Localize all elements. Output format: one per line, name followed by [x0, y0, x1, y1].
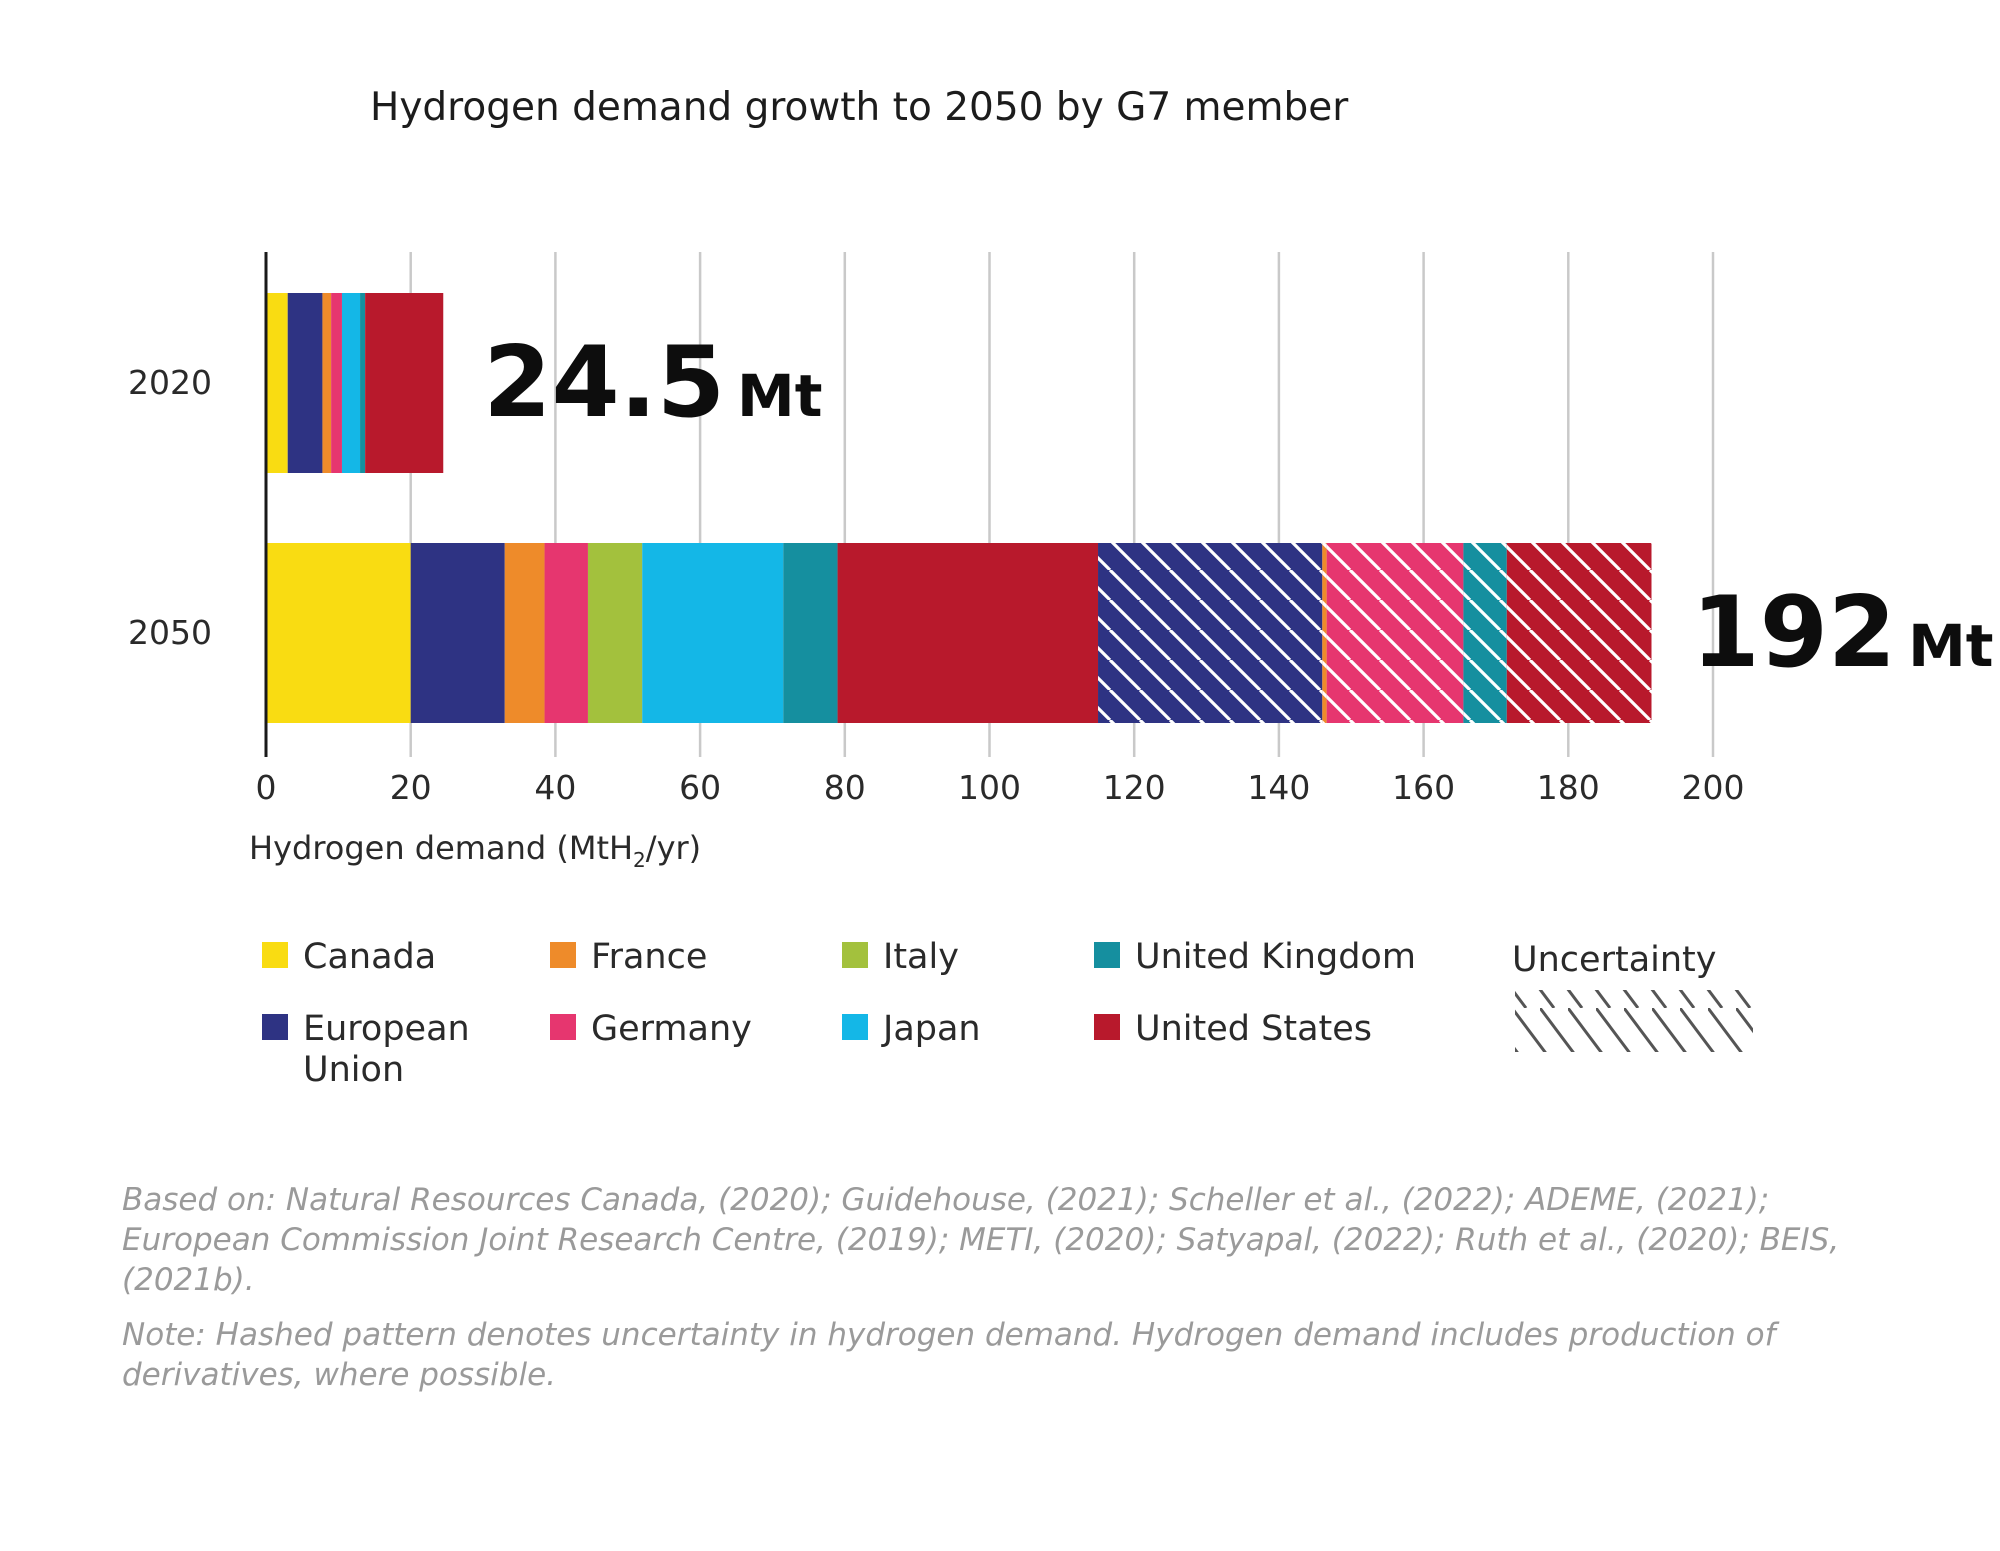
- bar-2020-france: [322, 293, 332, 473]
- bar-hatch-2050-france: [1322, 543, 1327, 723]
- category-label-2020: 2020: [128, 363, 212, 402]
- bars: [266, 293, 1652, 723]
- x-tick-label-80: 80: [824, 768, 866, 807]
- legend-item-canada: Canada: [262, 937, 436, 977]
- legend-label-japan: Japan: [881, 1009, 981, 1049]
- legend-item-germany: Germany: [550, 1009, 752, 1049]
- legend-item-italy: Italy: [842, 937, 959, 977]
- category-label-2050: 2050: [128, 613, 212, 652]
- legend-uncertainty-swatch: [1515, 990, 1753, 1052]
- bar-2020-japan: [341, 293, 361, 473]
- x-tick-label-180: 180: [1537, 768, 1600, 807]
- legend-label-france: France: [591, 937, 707, 977]
- bar-hatch-2050-european-union: [1098, 543, 1323, 723]
- bar-2020-germany: [331, 293, 342, 473]
- total-number-2020: 24.5: [483, 326, 725, 440]
- bar-2050-germany: [544, 543, 588, 723]
- legend-swatch-japan: [842, 1014, 868, 1040]
- legend-label-united-states: United States: [1135, 1009, 1372, 1049]
- total-number-2050: 192: [1692, 576, 1897, 690]
- x-tick-label-60: 60: [679, 768, 721, 807]
- x-tick-label-20: 20: [390, 768, 432, 807]
- bar-hatch-2050-united-states: [1506, 543, 1652, 723]
- legend-label-united-kingdom: United Kingdom: [1135, 937, 1416, 977]
- x-tick-label-0: 0: [256, 768, 277, 807]
- legend-item-united-kingdom: United Kingdom: [1094, 937, 1416, 977]
- bar-2050-france: [504, 543, 545, 723]
- bar-2050-united-states: [837, 543, 1099, 723]
- source-note: Based on: Natural Resources Canada, (202…: [122, 1182, 1840, 1298]
- bar-2050-european-union: [410, 543, 505, 723]
- legend-label-canada: Canada: [303, 937, 436, 977]
- bar-2050-italy: [587, 543, 643, 723]
- x-tick-label-100: 100: [958, 768, 1021, 807]
- legend: Canada France Italy United KingdomEuropeanU…: [262, 937, 1416, 1090]
- legend-item-japan: Japan: [842, 1009, 981, 1049]
- x-axis: 0 20 40 60 80 100 120 140 160 180 200: [256, 252, 1745, 807]
- legend-label-european-union: European: [303, 1009, 470, 1049]
- chart-title: Hydrogen demand growth to 2050 by G7 mem…: [370, 85, 1349, 130]
- hatch-note: Note: Hashed pattern denotes uncertainty…: [122, 1317, 1776, 1393]
- total-label-2020: 24.5 Mt: [483, 326, 822, 440]
- x-axis-title-main: Hydrogen demand (MtH: [249, 829, 633, 867]
- legend-swatch-france: [550, 942, 576, 968]
- total-label-2050: 192 Mt: [1692, 576, 1994, 690]
- total-unit-2020: Mt: [737, 362, 822, 430]
- bar-2050-japan: [642, 543, 784, 723]
- legend-swatch-united-states: [1094, 1014, 1120, 1040]
- legend-swatch-germany: [550, 1014, 576, 1040]
- legend-swatch-united-kingdom: [1094, 942, 1120, 968]
- legend-swatch-european-union: [262, 1014, 288, 1040]
- category-labels: 2020 2050: [128, 363, 212, 652]
- legend-label-germany: Germany: [591, 1009, 752, 1049]
- bar-2020-canada: [266, 293, 288, 473]
- x-tick-label-40: 40: [534, 768, 576, 807]
- legend-label-italy: Italy: [883, 937, 959, 977]
- x-tick-label-200: 200: [1682, 768, 1745, 807]
- bar-2050-united-kingdom: [783, 543, 838, 723]
- bar-2050-canada: [266, 543, 411, 723]
- legend-swatch-canada: [262, 942, 288, 968]
- x-tick-label-140: 140: [1247, 768, 1310, 807]
- x-tick-label-120: 120: [1103, 768, 1166, 807]
- bar-2020-united-kingdom: [360, 293, 366, 473]
- bar-2020-united-states: [365, 293, 444, 473]
- bar-hatch-2050-germany: [1326, 543, 1464, 723]
- legend-label-european-union-line2: Union: [303, 1050, 404, 1090]
- total-unit-2050: Mt: [1908, 612, 1993, 680]
- x-axis-title-subscript: 2: [633, 848, 646, 872]
- bar-hatch-2050-united-kingdom: [1463, 543, 1507, 723]
- bar-2020-european-union: [287, 293, 323, 473]
- legend-item-united-states: United States: [1094, 1009, 1372, 1049]
- x-axis-title-tail: /yr): [646, 829, 701, 867]
- legend-uncertainty-label: Uncertainty: [1512, 940, 1716, 980]
- x-tick-label-160: 160: [1392, 768, 1455, 807]
- x-axis-title: Hydrogen demand (MtH2/yr): [249, 829, 701, 872]
- legend-swatch-italy: [842, 942, 868, 968]
- legend-item-france: France: [550, 937, 707, 977]
